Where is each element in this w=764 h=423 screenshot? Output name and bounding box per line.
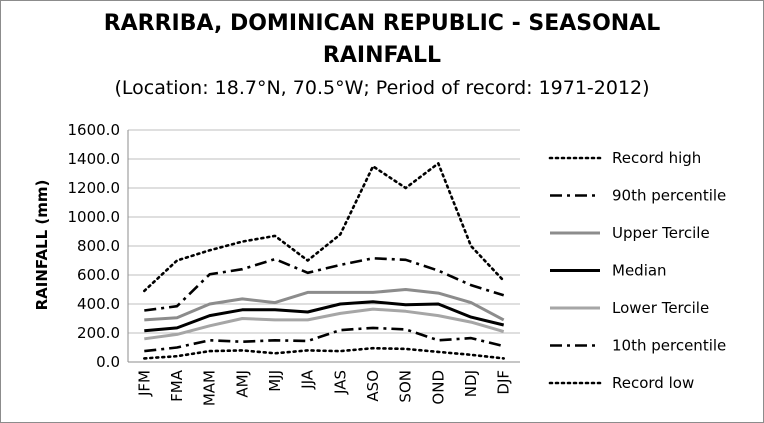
legend-label-record-high: Record high [612, 149, 701, 167]
x-tick-labels: JFM FMA MAM AMJ MJJ JJA JAS ASO SON OND NDJ DJF [135, 369, 512, 406]
y-tick-label: 1200.0 [68, 179, 121, 197]
series-line-upper-tercile [144, 288, 505, 322]
series-line-lower-tercile [144, 307, 505, 341]
x-tick-label-aso: ASO [364, 370, 382, 402]
y-tick-label: 1000.0 [68, 208, 121, 226]
axes [127, 130, 520, 363]
y-tick-label: 600.0 [77, 266, 120, 284]
x-tick-label-mam: MAM [201, 370, 219, 406]
y-axis-title: RAINFALL (mm) [33, 180, 51, 311]
y-tick-label: 1400.0 [68, 150, 121, 168]
gridlines [128, 129, 520, 363]
series-line-10th-percentile [144, 326, 505, 353]
legend-label-lower-tercile: Lower Tercile [612, 299, 709, 317]
series-line-record-low [143, 346, 506, 360]
series-line-median [144, 300, 505, 333]
series-lines [143, 162, 506, 360]
legend-label-90th-percentile: 90th percentile [612, 187, 726, 205]
legend-label-upper-tercile: Upper Tercile [612, 224, 710, 242]
x-tick-label-jas: JAS [331, 370, 349, 395]
x-tick-label-son: SON [397, 370, 415, 403]
legend-label-median: Median [612, 262, 667, 280]
chart-title-line-1: RARRIBA, DOMINICAN REPUBLIC - SEASONAL [104, 11, 661, 36]
legend: Record high 90th percentile Upper Tercile M… [548, 149, 726, 392]
y-tick-label: 0.0 [96, 353, 120, 371]
y-tick-label: 200.0 [77, 324, 120, 342]
x-tick-label-jfm: JFM [135, 370, 153, 397]
x-tick-label-ndj: NDJ [462, 370, 480, 397]
x-tick-label-mjj: MJJ [266, 370, 284, 392]
legend-label-record-low: Record low [612, 374, 694, 392]
y-tick-labels: 0.0 200.0 400.0 600.0 800.0 1000.0 1200.0 1400.… [68, 121, 121, 371]
y-tick-label: 800.0 [77, 237, 120, 255]
x-tick-label-fma: FMA [168, 369, 186, 402]
series-line-90th-percentile [144, 256, 505, 312]
y-tick-label: 1600.0 [68, 121, 121, 139]
x-tick-label-djf: DJF [495, 370, 513, 395]
x-tick-label-amj: AMJ [233, 370, 251, 398]
series-line-record-high [143, 162, 506, 293]
legend-label-10th-percentile: 10th percentile [612, 337, 726, 355]
x-tick-label-jja: JJA [299, 369, 317, 390]
x-tick-label-ond: OND [429, 370, 447, 405]
chart-subtitle: (Location: 18.7°N, 70.5°W; Period of rec… [114, 77, 649, 99]
chart-title-line-2: RAINFALL [323, 43, 441, 68]
y-tick-label: 400.0 [77, 295, 120, 313]
